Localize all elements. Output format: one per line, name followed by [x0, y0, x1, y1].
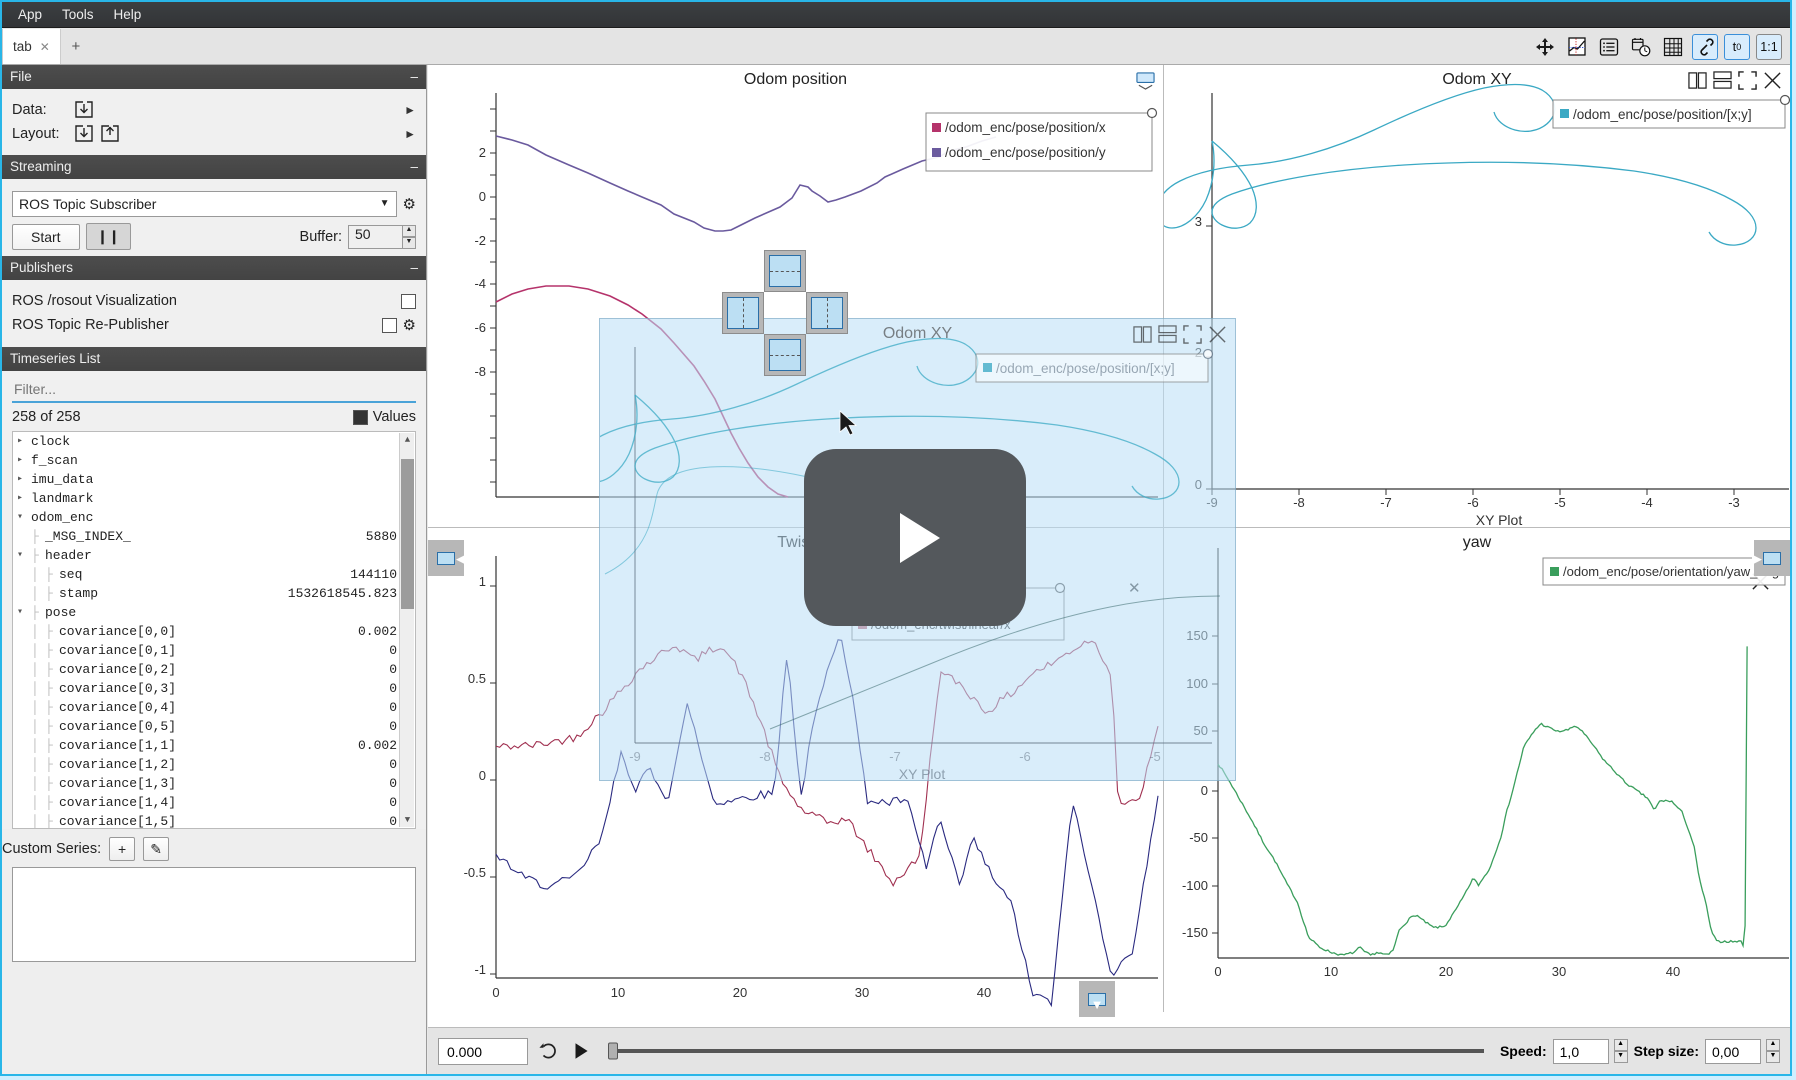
svg-text:40: 40 — [1666, 964, 1680, 979]
svg-text:-6: -6 — [474, 320, 486, 335]
svg-text:-3: -3 — [1728, 495, 1740, 510]
svg-text:-9: -9 — [629, 749, 641, 764]
svg-text:-7: -7 — [889, 749, 901, 764]
svg-text:0: 0 — [1214, 964, 1221, 979]
svg-text:1: 1 — [479, 574, 486, 589]
svg-text:-8: -8 — [474, 364, 486, 379]
svg-text:-8: -8 — [1293, 495, 1305, 510]
svg-text:/odom_enc/pose/position/x: /odom_enc/pose/position/x — [945, 120, 1106, 135]
svg-text:-5: -5 — [1149, 749, 1161, 764]
svg-text:-100: -100 — [1182, 878, 1208, 893]
svg-text:-150: -150 — [1182, 925, 1208, 940]
svg-text:10: 10 — [611, 985, 625, 1000]
svg-text:0: 0 — [1201, 783, 1208, 798]
svg-text:0: 0 — [492, 985, 499, 1000]
svg-text:-2: -2 — [474, 233, 486, 248]
svg-text:30: 30 — [1552, 964, 1566, 979]
svg-text:-8: -8 — [759, 749, 771, 764]
svg-text:-0.5: -0.5 — [464, 865, 486, 880]
svg-text:/odom_enc/pose/position/[x;y]: /odom_enc/pose/position/[x;y] — [996, 361, 1175, 376]
svg-text:10: 10 — [1324, 964, 1338, 979]
svg-text:0: 0 — [479, 768, 486, 783]
svg-text:XY Plot: XY Plot — [1476, 512, 1523, 528]
svg-text:2: 2 — [479, 145, 486, 160]
svg-text:0: 0 — [479, 189, 486, 204]
svg-text:/odom_enc/pose/position/[x;y]: /odom_enc/pose/position/[x;y] — [1573, 107, 1752, 122]
svg-text:30: 30 — [855, 985, 869, 1000]
svg-text:-1: -1 — [474, 962, 486, 977]
svg-text:-4: -4 — [474, 276, 486, 291]
svg-text:-5: -5 — [1554, 495, 1566, 510]
svg-text:/odom_enc/pose/orientation/yaw: /odom_enc/pose/orientation/yaw_deg — [1563, 564, 1779, 579]
svg-text:20: 20 — [733, 985, 747, 1000]
svg-text:-4: -4 — [1641, 495, 1653, 510]
svg-text:-6: -6 — [1467, 495, 1479, 510]
svg-text:0.5: 0.5 — [468, 671, 486, 686]
svg-text:XY Plot: XY Plot — [899, 766, 946, 781]
svg-text:20: 20 — [1439, 964, 1453, 979]
svg-text:-50: -50 — [1189, 830, 1208, 845]
svg-text:/odom_enc/pose/position/y: /odom_enc/pose/position/y — [945, 145, 1106, 160]
svg-text:40: 40 — [977, 985, 991, 1000]
svg-text:-6: -6 — [1019, 749, 1031, 764]
svg-text:-7: -7 — [1380, 495, 1392, 510]
